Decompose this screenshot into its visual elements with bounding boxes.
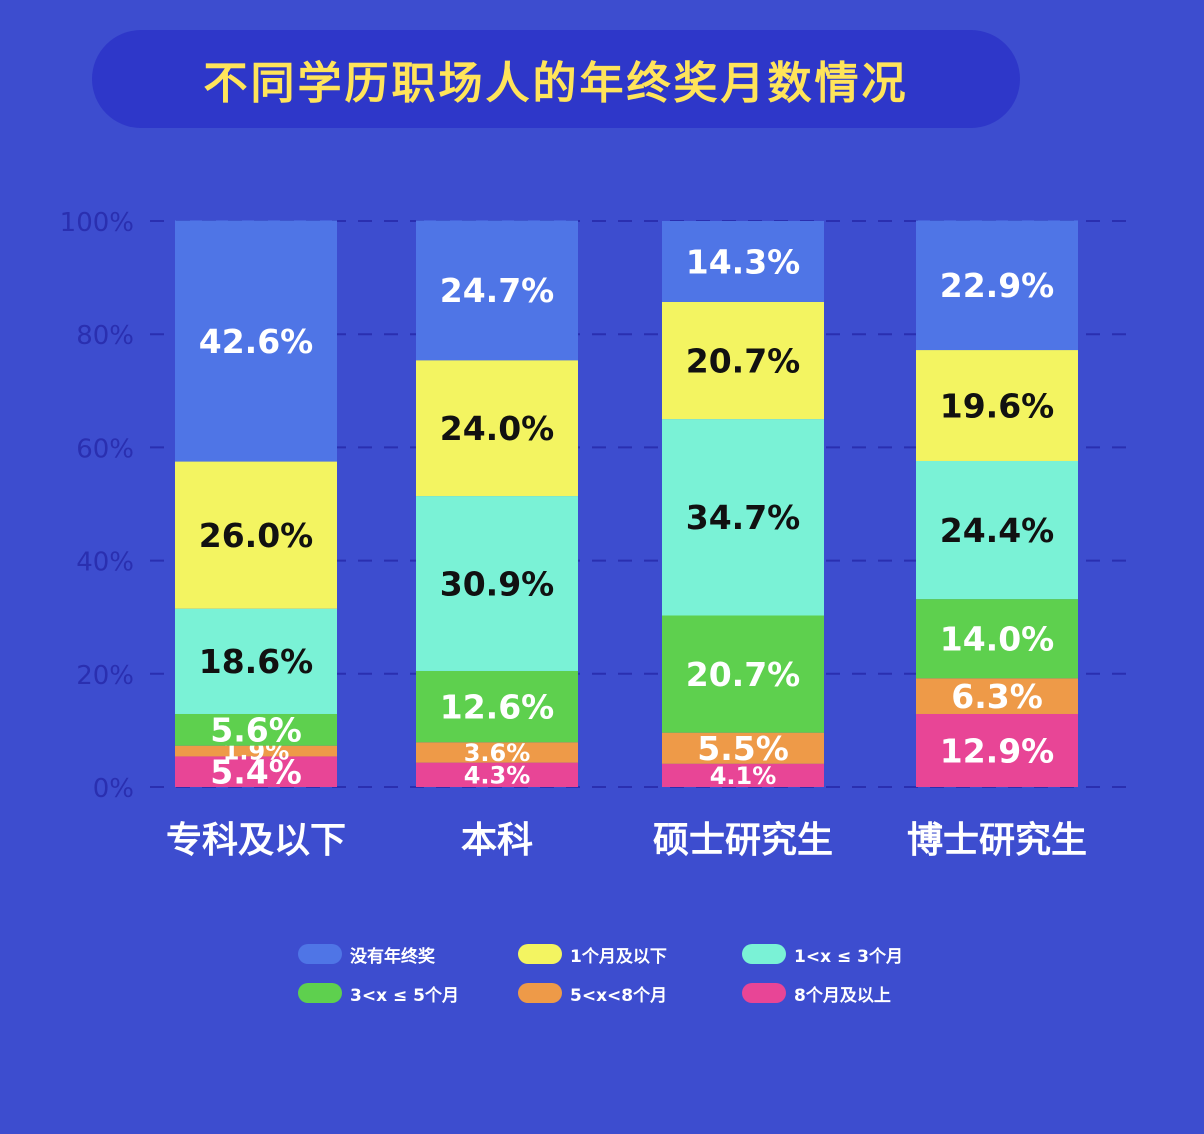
data-label: 4.1% bbox=[710, 762, 777, 790]
legend-label: 1个月及以下 bbox=[570, 946, 667, 967]
bar-segment bbox=[175, 461, 337, 609]
bar-segment bbox=[416, 360, 578, 497]
x-category-label: 专科及以下 bbox=[166, 820, 346, 861]
x-category-label: 硕士研究生 bbox=[653, 820, 833, 861]
legend-item-none: 没有年终奖 bbox=[298, 940, 435, 968]
data-label: 4.3% bbox=[464, 761, 531, 789]
bar-segment bbox=[175, 220, 337, 462]
y-tick-label: 100% bbox=[60, 208, 134, 238]
data-label: 24.0% bbox=[440, 409, 555, 448]
data-label: 19.6% bbox=[940, 386, 1055, 425]
legend-item-le1: 1个月及以下 bbox=[518, 940, 667, 968]
bar-segment bbox=[916, 350, 1078, 461]
legend-swatch bbox=[298, 944, 342, 964]
bar-segment bbox=[175, 713, 337, 746]
title-banner: 不同学历职场人的年终奖月数情况 bbox=[92, 30, 1020, 128]
bar-segment bbox=[416, 762, 578, 787]
chart-title: 不同学历职场人的年终奖月数情况 bbox=[203, 58, 909, 109]
data-label: 14.3% bbox=[686, 242, 801, 281]
bar-segment bbox=[175, 756, 337, 787]
data-label: 24.7% bbox=[440, 271, 555, 310]
data-label: 24.4% bbox=[940, 511, 1055, 550]
legend-swatch bbox=[742, 983, 786, 1003]
legend-swatch bbox=[518, 944, 562, 964]
data-label: 22.9% bbox=[940, 266, 1055, 305]
data-label: 42.6% bbox=[199, 322, 314, 361]
legend-label: 3<x ≤ 5个月 bbox=[350, 985, 459, 1006]
bar-segment bbox=[662, 221, 824, 302]
legend-label: 1<x ≤ 3个月 bbox=[794, 946, 903, 967]
legend-swatch bbox=[518, 983, 562, 1003]
y-tick-label: 40% bbox=[76, 548, 134, 578]
y-tick-label: 20% bbox=[76, 661, 134, 691]
bar-segment bbox=[916, 713, 1078, 787]
bar-segment bbox=[916, 599, 1078, 679]
data-label: 5.5% bbox=[697, 729, 789, 768]
data-label: 26.0% bbox=[199, 516, 314, 555]
legend-item-1to3: 1<x ≤ 3个月 bbox=[742, 940, 903, 968]
bar-segment bbox=[416, 496, 578, 671]
legend-item-3to5: 3<x ≤ 5个月 bbox=[298, 979, 459, 1007]
legend-label: 5<x<8个月 bbox=[570, 985, 668, 1006]
legend-swatch bbox=[742, 944, 786, 964]
legend-label: 8个月及以上 bbox=[794, 985, 891, 1006]
data-label: 12.9% bbox=[940, 731, 1055, 770]
bar-segment bbox=[916, 678, 1078, 714]
data-label: 5.4% bbox=[210, 753, 302, 792]
legend-swatch bbox=[298, 983, 342, 1003]
y-tick-label: 60% bbox=[76, 434, 134, 464]
bar-segment bbox=[662, 301, 824, 420]
bar-segment bbox=[916, 220, 1078, 351]
data-label: 20.7% bbox=[686, 655, 801, 694]
bar-segment bbox=[175, 745, 337, 757]
y-tick-label: 0% bbox=[93, 774, 134, 804]
bar-segment bbox=[175, 608, 337, 714]
bar-segment bbox=[662, 615, 824, 733]
data-label: 5.6% bbox=[210, 711, 302, 750]
stacked-bar-chart: 0%20%40%60%80%100%5.4%1.9%5.6%18.6%26.0%… bbox=[60, 208, 1130, 861]
bar-segment bbox=[916, 460, 1078, 600]
data-label: 34.7% bbox=[686, 498, 801, 537]
data-label: 14.0% bbox=[940, 620, 1055, 659]
data-label: 20.7% bbox=[686, 341, 801, 380]
legend-label: 没有年终奖 bbox=[350, 946, 435, 967]
data-label: 18.6% bbox=[199, 642, 314, 681]
data-label: 12.6% bbox=[440, 688, 555, 727]
data-label: 3.6% bbox=[464, 739, 531, 767]
legend-item-ge8: 8个月及以上 bbox=[742, 979, 891, 1007]
bar-segment bbox=[662, 763, 824, 787]
bar-segment bbox=[416, 220, 578, 361]
bar-segment bbox=[416, 670, 578, 743]
bar-segment bbox=[662, 732, 824, 764]
bar-segment bbox=[662, 419, 824, 616]
data-label: 30.9% bbox=[440, 564, 555, 603]
bar-segment bbox=[416, 742, 578, 763]
legend-item-5to8: 5<x<8个月 bbox=[518, 979, 667, 1007]
x-category-label: 博士研究生 bbox=[907, 820, 1087, 861]
y-tick-label: 80% bbox=[76, 321, 134, 351]
x-category-label: 本科 bbox=[461, 820, 533, 861]
data-label: 6.3% bbox=[951, 677, 1043, 716]
